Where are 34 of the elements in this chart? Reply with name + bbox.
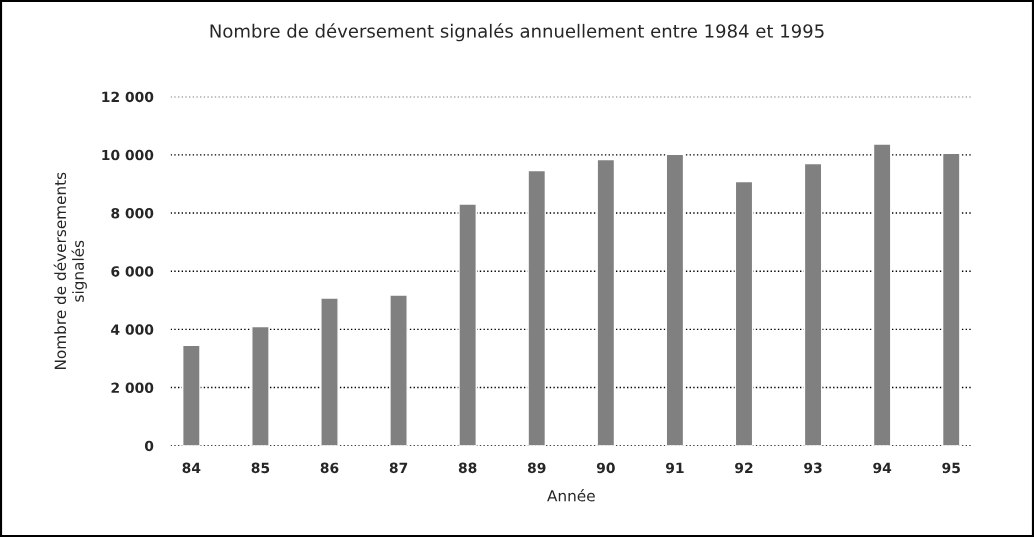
y-tick-label: 2 000 [111, 382, 154, 394]
bar [872, 143, 892, 446]
x-tick-label: 89 [527, 462, 546, 474]
x-tick-label: 88 [458, 462, 477, 474]
x-tick-label: 92 [735, 462, 753, 474]
x-tick-label: 94 [873, 462, 892, 474]
bar [803, 162, 823, 446]
x-tick-label: 90 [596, 462, 615, 474]
bar [182, 344, 201, 446]
bar [941, 152, 961, 446]
y-axis-title: Nombre de déversements signalés [53, 172, 87, 369]
bar [665, 153, 685, 446]
chart-title: Nombre de déversement signalés annuellement entre 1984 et 1995 [210, 23, 824, 42]
y-tick-label: 8 000 [111, 207, 154, 219]
bar [389, 294, 408, 446]
y-tick-label: 10 000 [102, 149, 154, 161]
x-tick-label: 86 [320, 462, 339, 474]
bar [251, 325, 270, 446]
bar [527, 169, 547, 446]
x-tick-label: 87 [389, 462, 408, 474]
bar [458, 203, 477, 446]
bar [734, 180, 754, 446]
x-tick-label: 91 [665, 462, 684, 474]
bar [596, 158, 616, 446]
y-tick-label: 0 [144, 440, 154, 452]
y-tick-label: 4 000 [111, 324, 154, 335]
bar [320, 297, 339, 446]
x-tick-label: 95 [942, 462, 960, 474]
x-tick-label: 93 [804, 462, 822, 474]
x-tick-label: 85 [251, 462, 270, 474]
y-tick-label: 6 000 [111, 266, 154, 277]
x-axis-title: Année [547, 489, 595, 502]
y-tick-label: 12 000 [102, 91, 154, 103]
x-tick-label: 84 [182, 462, 201, 474]
